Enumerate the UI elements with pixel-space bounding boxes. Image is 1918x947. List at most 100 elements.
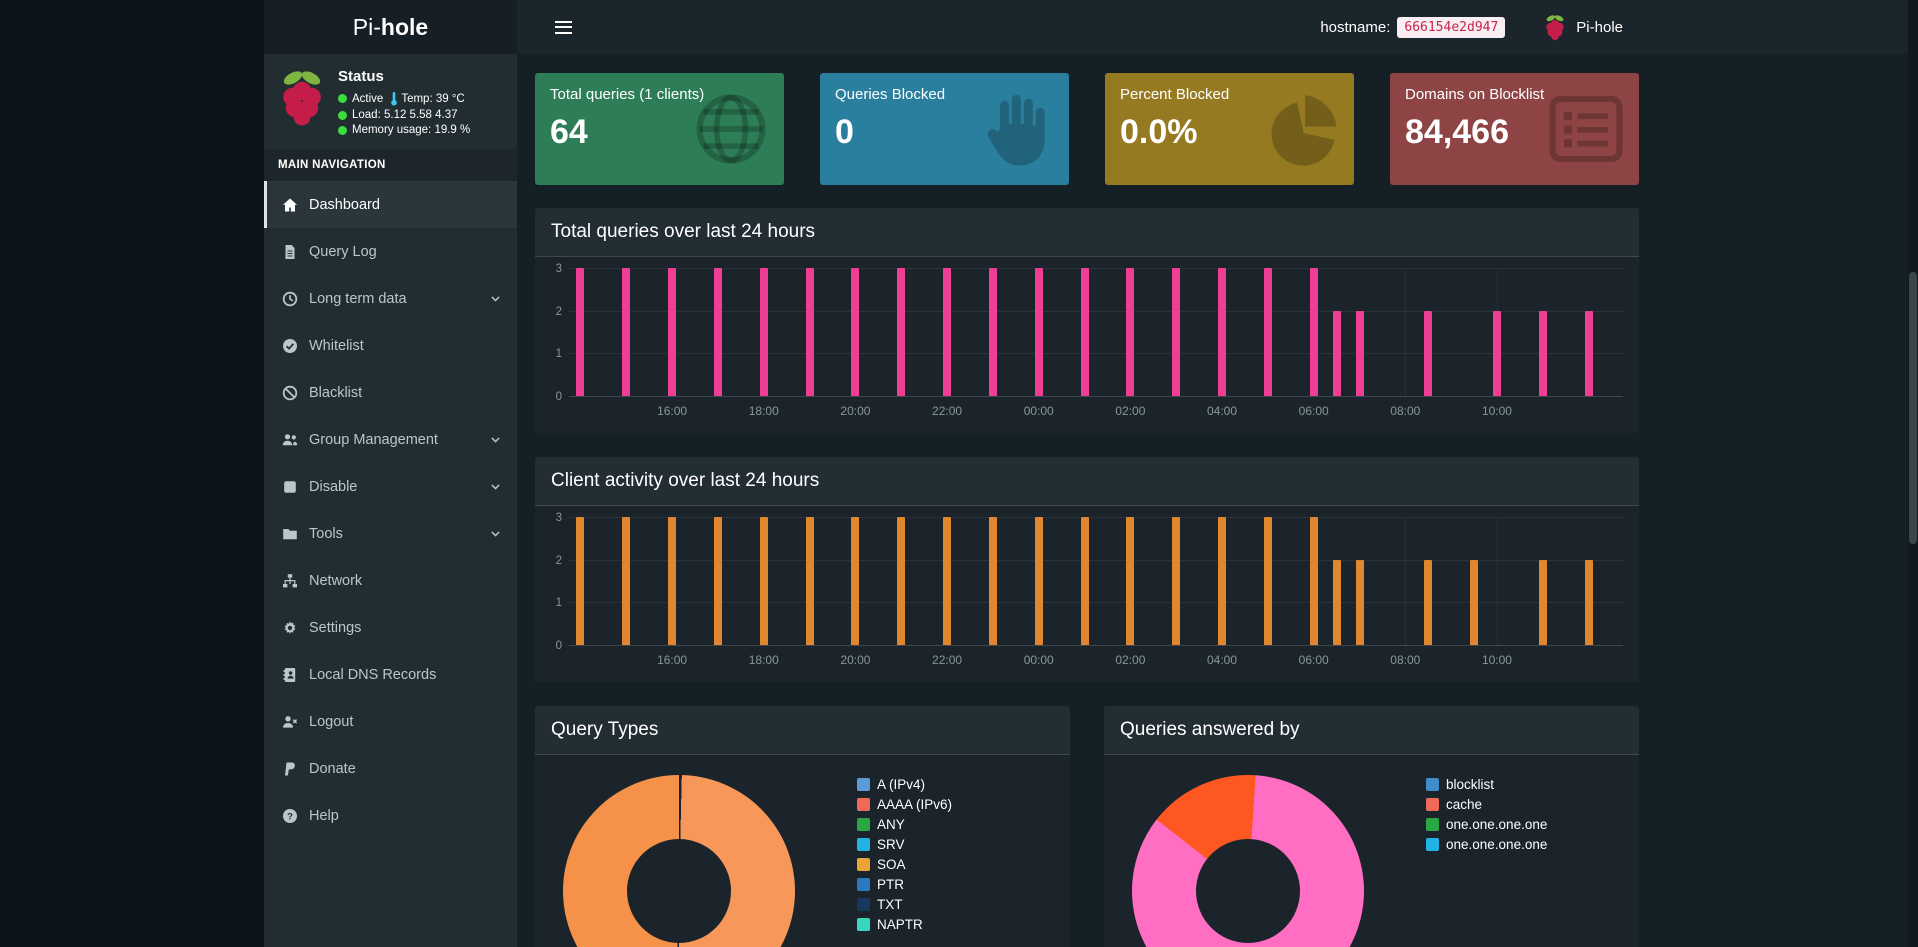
x-tick-label: 08:00 <box>1390 404 1421 418</box>
sidebar-item-settings[interactable]: Settings <box>264 604 517 651</box>
legend-item[interactable]: A (IPv4) <box>857 777 952 792</box>
legend-swatch <box>1426 818 1439 831</box>
query-types-panel: Query Types A (IPv4) AAAA (IPv6) ANY SRV SOA… <box>535 706 1070 947</box>
card-domains-blocklist: Domains on Blocklist 84,466 <box>1390 73 1639 185</box>
legend-item[interactable]: PTR <box>857 877 952 892</box>
status-panel: Status Active Temp: 39 °C Load: 5.12 5.5… <box>264 54 517 149</box>
hostname-label: hostname: <box>1320 18 1391 36</box>
sidebar-item-label: Whitelist <box>309 337 364 354</box>
sidebar-item-disable[interactable]: Disable <box>264 463 517 510</box>
scrollbar-thumb[interactable] <box>1909 272 1917 544</box>
home-icon <box>282 197 298 213</box>
status-dot-icon <box>338 125 347 135</box>
sidebar-item-long-term-data[interactable]: Long term data <box>264 275 517 322</box>
legend-label: cache <box>1446 797 1483 812</box>
chart-bar <box>1355 559 1364 645</box>
file-text-icon <box>282 244 298 260</box>
chart-bar <box>1470 559 1479 645</box>
sidebar-item-label: Blacklist <box>309 384 363 401</box>
list-icon <box>1545 88 1627 170</box>
x-tick-label: 04:00 <box>1207 404 1238 418</box>
chart-bar <box>1080 517 1089 645</box>
status-temp-text: Temp: 39 °C <box>401 92 465 105</box>
legend-swatch <box>1426 838 1439 851</box>
card-label: Percent Blocked <box>1120 86 1230 103</box>
x-tick-label: 16:00 <box>657 404 688 418</box>
sidebar-item-group-management[interactable]: Group Management <box>264 416 517 463</box>
legend-item[interactable]: blocklist <box>1426 777 1547 792</box>
pihole-logo[interactable]: Pi-hole <box>264 0 517 54</box>
x-tick-label: 02:00 <box>1115 404 1146 418</box>
page-scrollbar <box>1908 0 1918 947</box>
legend-item[interactable]: SOA <box>857 857 952 872</box>
legend-swatch <box>857 878 870 891</box>
legend-swatch <box>857 898 870 911</box>
card-value: 64 <box>550 113 588 151</box>
x-tick-label: 10:00 <box>1481 404 1512 418</box>
navbar-right: hostname: 666154e2d947 Pi-hole <box>1320 0 1623 54</box>
legend-label: PTR <box>877 877 904 892</box>
folder-icon <box>282 526 298 542</box>
legend-swatch <box>857 798 870 811</box>
sidebar-item-blacklist[interactable]: Blacklist <box>264 369 517 416</box>
sidebar-item-network[interactable]: Network <box>264 557 517 604</box>
legend-item[interactable]: cache <box>1426 797 1547 812</box>
donut-hole <box>1195 838 1301 944</box>
chart-bar <box>1584 559 1593 645</box>
total-queries-chart: 0 1 2 3 16:00 18:00 20:00 22:00 00:00 02:00 04:00 0… <box>547 263 1623 421</box>
y-tick-label: 1 <box>555 597 562 610</box>
chart-bar <box>1424 559 1433 645</box>
x-tick-label: 22:00 <box>932 653 963 667</box>
sidebar-item-local-dns-records[interactable]: Local DNS Records <box>264 651 517 698</box>
chart-bar <box>851 268 860 396</box>
chart-bar <box>897 517 906 645</box>
legend-item[interactable]: ANY <box>857 817 952 832</box>
legend-item[interactable]: one.one.one.one <box>1426 837 1547 852</box>
sidebar-item-label: Group Management <box>309 431 438 448</box>
sidebar-item-label: Network <box>309 572 363 589</box>
query-types-donut <box>563 775 795 947</box>
chart-bar <box>759 268 768 396</box>
card-total-queries: Total queries (1 clients) 64 <box>535 73 784 185</box>
x-tick-label: 00:00 <box>1023 653 1054 667</box>
chevron-down-icon <box>489 480 502 493</box>
chart-bar <box>668 517 677 645</box>
x-tick-label: 04:00 <box>1207 653 1238 667</box>
card-value: 0 <box>835 113 854 151</box>
sidebar-item-logout[interactable]: Logout <box>264 698 517 745</box>
sidebar-menu: Dashboard Query Log Long term data Whitelis… <box>264 181 517 839</box>
sidebar-item-donate[interactable]: Donate <box>264 745 517 792</box>
brand-link[interactable]: Pi-hole <box>1576 18 1623 36</box>
chart-bar <box>576 268 585 396</box>
x-tick-label: 06:00 <box>1298 653 1329 667</box>
sidebar-item-whitelist[interactable]: Whitelist <box>264 322 517 369</box>
chart-bar <box>668 268 677 396</box>
sidebar-item-label: Help <box>309 807 339 824</box>
chart-bar <box>1538 559 1547 645</box>
x-tick-label: 22:00 <box>932 404 963 418</box>
menu-toggle-button[interactable] <box>540 0 586 54</box>
sidebar-item-dashboard[interactable]: Dashboard <box>264 181 517 228</box>
legend-item[interactable]: one.one.one.one <box>1426 817 1547 832</box>
donut-hole <box>626 838 732 944</box>
legend-item[interactable]: TXT <box>857 897 952 912</box>
sidebar-item-query-log[interactable]: Query Log <box>264 228 517 275</box>
sidebar-item-help[interactable]: ? Help <box>264 792 517 839</box>
sidebar-item-tools[interactable]: Tools <box>264 510 517 557</box>
client-activity-chart: 0 1 2 3 16:00 18:00 20:00 22:00 00:00 02:00 04:00 0… <box>547 512 1623 670</box>
legend-item[interactable]: SRV <box>857 837 952 852</box>
main-content: Total queries (1 clients) 64 Queries Blo… <box>517 54 1918 947</box>
legend-item[interactable]: NAPTR <box>857 917 952 932</box>
legend-label: AAAA (IPv6) <box>877 797 953 812</box>
paypal-icon <box>282 761 298 777</box>
chart-bar <box>1309 268 1318 396</box>
panel-title-query-types: Query Types <box>535 706 1070 755</box>
svg-text:?: ? <box>287 811 293 822</box>
chart-bar <box>1080 268 1089 396</box>
legend-swatch <box>857 778 870 791</box>
question-circle-icon: ? <box>282 808 298 824</box>
legend-item[interactable]: AAAA (IPv6) <box>857 797 952 812</box>
stat-cards: Total queries (1 clients) 64 Queries Blo… <box>535 73 1639 185</box>
pie-icon <box>1260 88 1342 170</box>
chart-bar <box>988 268 997 396</box>
